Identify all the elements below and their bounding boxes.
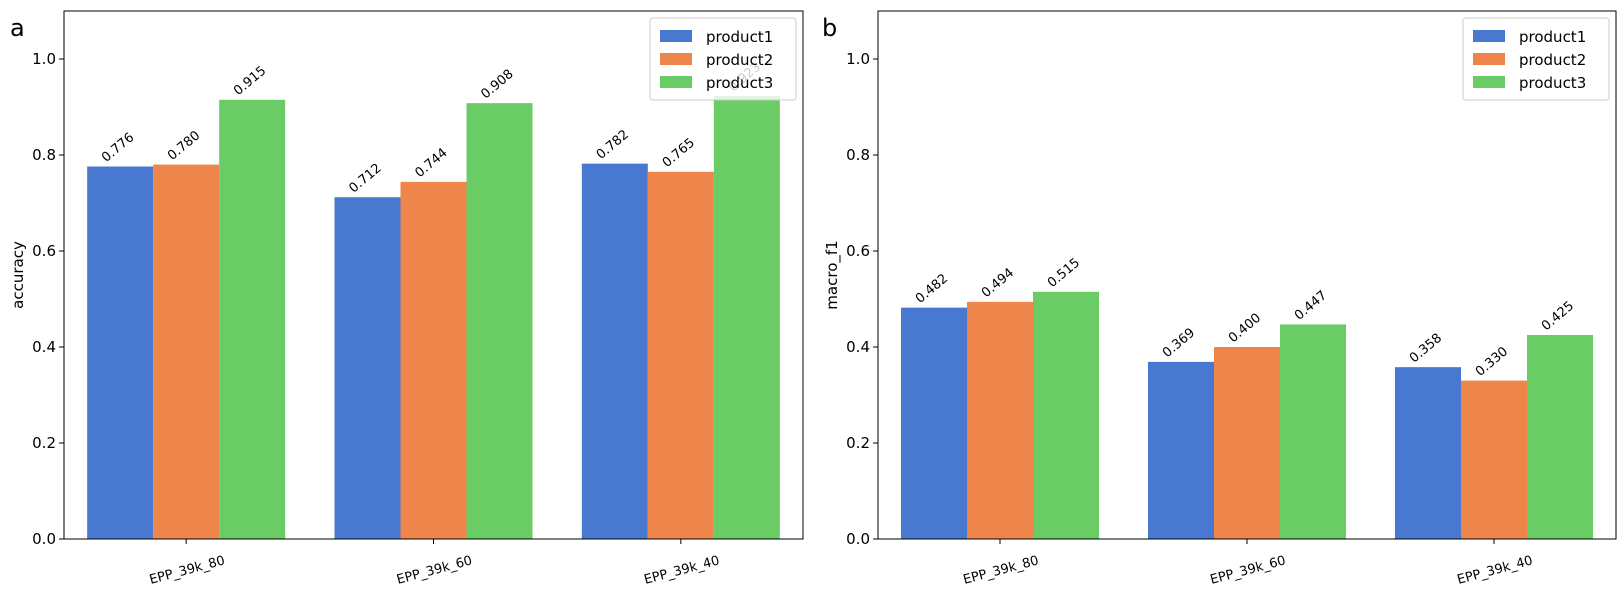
legend-swatch-product2 (660, 53, 692, 65)
bar-product1-EPP_39k_80 (87, 166, 154, 539)
value-label: 0.765 (660, 135, 698, 170)
bar-product3-EPP_39k_80 (1033, 291, 1099, 539)
legend: product1 product2 product3 (1462, 17, 1610, 101)
y-tick-label: 0.6 (846, 242, 870, 260)
bar-product2-EPP_39k_80 (967, 301, 1033, 539)
value-label: 0.358 (1407, 331, 1445, 366)
legend-label-product2: product2 (1519, 51, 1586, 69)
x-tick-label: EPP_39k_80 (962, 553, 1041, 588)
chart-panel-a: a 0.776 0.712 0.782 0.780 0.744 0.765 0.915 0.90… (9, 10, 804, 588)
y-tick-label: 0.2 (846, 434, 870, 452)
bar-product3-EPP_39k_60 (466, 103, 533, 539)
y-tick-label: 0.0 (32, 530, 56, 548)
value-label: 0.425 (1539, 299, 1577, 334)
legend-label-product1: product1 (706, 28, 773, 46)
value-label: 0.915 (231, 63, 269, 98)
bar-product2-EPP_39k_80 (153, 164, 220, 539)
bar-product2-EPP_39k_60 (1214, 347, 1280, 539)
bar-product2-EPP_39k_40 (1461, 380, 1527, 539)
y-tick-label: 0.4 (32, 338, 56, 356)
bar-product1-EPP_39k_80 (901, 307, 967, 539)
bar-product3-EPP_39k_80 (219, 99, 286, 540)
legend-label-product2: product2 (706, 51, 773, 69)
legend-swatch-product3 (660, 76, 692, 88)
bar-product3-EPP_39k_40 (713, 95, 780, 540)
legend-swatch-product1 (1473, 30, 1505, 42)
y-tick-label: 0.8 (32, 146, 56, 164)
x-tick-label: EPP_39k_40 (643, 553, 722, 588)
legend-swatch-product2 (1473, 53, 1505, 65)
value-label: 0.908 (478, 67, 516, 102)
y-tick-label: 1.0 (32, 50, 56, 68)
value-label: 0.776 (99, 130, 137, 165)
bar-product1-EPP_39k_60 (1148, 361, 1214, 539)
value-label: 0.744 (412, 146, 450, 181)
value-label: 0.515 (1045, 255, 1083, 290)
y-tick-label: 1.0 (846, 50, 870, 68)
value-label: 0.369 (1160, 326, 1198, 361)
legend-swatch-product1 (660, 30, 692, 42)
value-label: 0.447 (1292, 288, 1330, 323)
bar-product1-EPP_39k_60 (334, 197, 401, 540)
panel-letter: a (10, 14, 25, 42)
value-label: 0.782 (594, 127, 632, 162)
bar-product3-EPP_39k_60 (1280, 324, 1346, 539)
value-label: 0.482 (913, 271, 951, 306)
bar-product2-EPP_39k_40 (647, 171, 714, 540)
value-label: 0.712 (346, 161, 384, 196)
y-tick-label: 0.0 (846, 530, 870, 548)
bar-product1-EPP_39k_40 (1395, 367, 1461, 539)
y-tick-label: 0.4 (846, 338, 870, 356)
bar-product3-EPP_39k_40 (1527, 335, 1593, 539)
value-label: 0.330 (1473, 344, 1511, 379)
y-axis-label: accuracy (9, 241, 27, 309)
legend: product1 product2 product3 (649, 17, 797, 101)
legend-label-product3: product3 (706, 74, 773, 92)
value-label: 0.780 (165, 128, 203, 163)
y-axis-label: macro_f1 (823, 240, 842, 309)
y-tick-label: 0.6 (32, 242, 56, 260)
panel-letter: b (822, 14, 837, 42)
x-tick-label: EPP_39k_60 (395, 553, 474, 588)
value-label: 0.494 (979, 266, 1017, 301)
bar-product2-EPP_39k_60 (400, 181, 467, 539)
legend-swatch-product3 (1473, 76, 1505, 88)
x-tick-label: EPP_39k_60 (1209, 553, 1288, 588)
y-tick-label: 0.2 (32, 434, 56, 452)
legend-label-product1: product1 (1519, 28, 1586, 46)
bar-product1-EPP_39k_40 (581, 163, 648, 539)
x-tick-label: EPP_39k_80 (148, 553, 227, 588)
y-tick-label: 0.8 (846, 146, 870, 164)
x-tick-label: EPP_39k_40 (1456, 553, 1535, 588)
value-label: 0.400 (1226, 311, 1264, 346)
chart-panel-b: b 0.482 0.369 0.358 0.494 0.400 0.330 0.515 0.44… (822, 10, 1617, 588)
legend-label-product3: product3 (1519, 74, 1586, 92)
